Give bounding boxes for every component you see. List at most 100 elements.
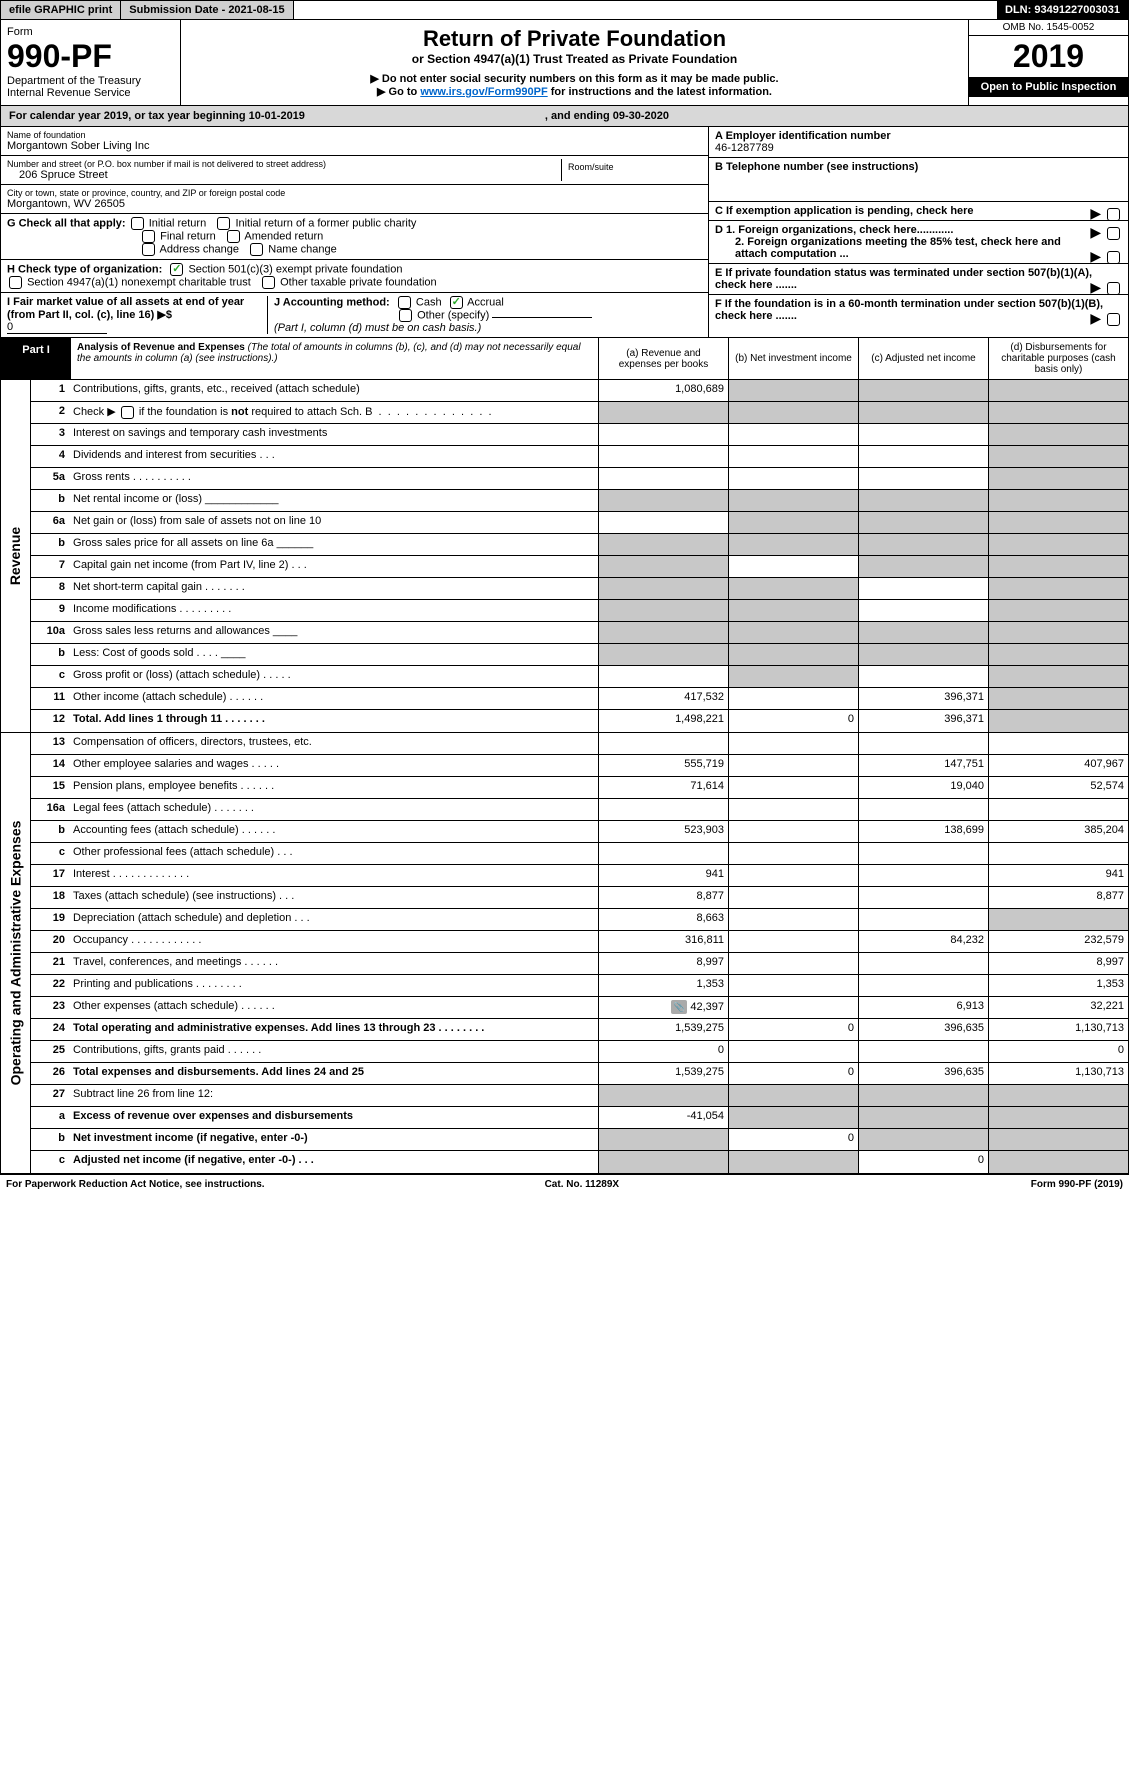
line-number: 20	[31, 931, 69, 952]
line-number: 6a	[31, 512, 69, 533]
checkbox-other-method[interactable]	[399, 309, 412, 322]
submission-date-button[interactable]: Submission Date - 2021-08-15	[121, 1, 293, 19]
form-number: 990-PF	[7, 38, 174, 75]
line-desc: Taxes (attach schedule) (see instruction…	[69, 887, 598, 908]
cell-c	[858, 666, 988, 687]
cell-c: 396,635	[858, 1019, 988, 1040]
cell-d: 1,353	[988, 975, 1128, 996]
checkbox-cash[interactable]	[398, 296, 411, 309]
checkbox-4947[interactable]	[9, 276, 22, 289]
line-desc: Adjusted net income (if negative, enter …	[69, 1151, 598, 1173]
d1-label: D 1. Foreign organizations, check here..…	[715, 224, 953, 236]
line-number: 9	[31, 600, 69, 621]
cell-d	[988, 512, 1128, 533]
table-row: 26Total expenses and disbursements. Add …	[31, 1063, 1128, 1085]
table-row: 19Depreciation (attach schedule) and dep…	[31, 909, 1128, 931]
cell-a: 8,663	[598, 909, 728, 930]
efile-print-button[interactable]: efile GRAPHIC print	[1, 1, 121, 19]
cell-c	[858, 975, 988, 996]
g-label: G Check all that apply:	[7, 217, 126, 229]
cell-a	[598, 799, 728, 820]
cell-b	[728, 865, 858, 886]
cell-b: 0	[728, 1019, 858, 1040]
line-number: 21	[31, 953, 69, 974]
address-label: Number and street (or P.O. box number if…	[7, 159, 561, 169]
checkbox-d2[interactable]	[1107, 251, 1120, 264]
table-row: 14Other employee salaries and wages . . …	[31, 755, 1128, 777]
checkbox-address-change[interactable]	[142, 243, 155, 256]
i-value: 0	[7, 321, 107, 334]
line-number: 17	[31, 865, 69, 886]
line-desc: Check ▶ if the foundation is not require…	[69, 402, 598, 423]
cell-d	[988, 490, 1128, 511]
line-number: 4	[31, 446, 69, 467]
checkbox-d1[interactable]	[1107, 227, 1120, 240]
cell-a: 555,719	[598, 755, 728, 776]
table-row: 22Printing and publications . . . . . . …	[31, 975, 1128, 997]
j-other: Other (specify)	[417, 309, 489, 321]
checkbox-amended[interactable]	[227, 230, 240, 243]
checkbox-accrual[interactable]	[450, 296, 463, 309]
checkbox-other-taxable[interactable]	[262, 276, 275, 289]
room-label: Room/suite	[562, 159, 702, 175]
cell-d	[988, 799, 1128, 820]
line-number: b	[31, 644, 69, 665]
attachment-icon[interactable]: 📎	[671, 1000, 687, 1014]
part1-tag: Part I	[1, 338, 71, 379]
table-row: 16aLegal fees (attach schedule) . . . . …	[31, 799, 1128, 821]
checkbox-c[interactable]	[1107, 208, 1120, 221]
cell-d	[988, 468, 1128, 489]
form990pf-link[interactable]: www.irs.gov/Form990PF	[420, 86, 547, 98]
line-number: c	[31, 666, 69, 687]
dln-label: DLN: 93491227003031	[997, 1, 1128, 19]
checkbox-initial-former[interactable]	[217, 217, 230, 230]
line-desc: Legal fees (attach schedule) . . . . . .…	[69, 799, 598, 820]
cell-a	[598, 843, 728, 864]
cell-b	[728, 975, 858, 996]
calendar-year-row: For calendar year 2019, or tax year begi…	[0, 106, 1129, 127]
cell-c	[858, 799, 988, 820]
table-row: 21Travel, conferences, and meetings . . …	[31, 953, 1128, 975]
line-desc: Depreciation (attach schedule) and deple…	[69, 909, 598, 930]
cell-b	[728, 622, 858, 643]
cell-b	[728, 821, 858, 842]
cell-c: 396,371	[858, 710, 988, 732]
line-desc: Travel, conferences, and meetings . . . …	[69, 953, 598, 974]
line-desc: Gross sales less returns and allowances …	[69, 622, 598, 643]
line-number: 22	[31, 975, 69, 996]
table-row: cGross profit or (loss) (attach schedule…	[31, 666, 1128, 688]
cell-d	[988, 380, 1128, 401]
checkbox-name-change[interactable]	[250, 243, 263, 256]
cell-c: 84,232	[858, 931, 988, 952]
cell-b	[728, 600, 858, 621]
cell-b	[728, 997, 858, 1018]
city-value: Morgantown, WV 26505	[7, 198, 702, 210]
cell-a: 316,811	[598, 931, 728, 952]
cell-b	[728, 777, 858, 798]
checkbox-501c3[interactable]	[170, 263, 183, 276]
cell-b	[728, 931, 858, 952]
line-desc: Total expenses and disbursements. Add li…	[69, 1063, 598, 1084]
cell-d: 8,877	[988, 887, 1128, 908]
foundation-name: Morgantown Sober Living Inc	[7, 140, 702, 152]
table-row: 8Net short-term capital gain . . . . . .…	[31, 578, 1128, 600]
cell-c	[858, 887, 988, 908]
cell-d: 941	[988, 865, 1128, 886]
checkbox-initial-return[interactable]	[131, 217, 144, 230]
cell-d	[988, 688, 1128, 709]
cell-d: 407,967	[988, 755, 1128, 776]
checkbox-e[interactable]	[1107, 282, 1120, 295]
line-number: 2	[31, 402, 69, 423]
cell-d: 8,997	[988, 953, 1128, 974]
checkbox-final-return[interactable]	[142, 230, 155, 243]
g-opt-4: Address change	[160, 243, 240, 255]
table-row: bNet rental income or (loss) ___________…	[31, 490, 1128, 512]
line-number: 13	[31, 733, 69, 754]
checkbox-f[interactable]	[1107, 313, 1120, 326]
j-label: J Accounting method:	[274, 296, 390, 308]
cell-a	[598, 600, 728, 621]
line-number: b	[31, 490, 69, 511]
table-row: cOther professional fees (attach schedul…	[31, 843, 1128, 865]
cell-d: 1,130,713	[988, 1019, 1128, 1040]
cell-b	[728, 644, 858, 665]
